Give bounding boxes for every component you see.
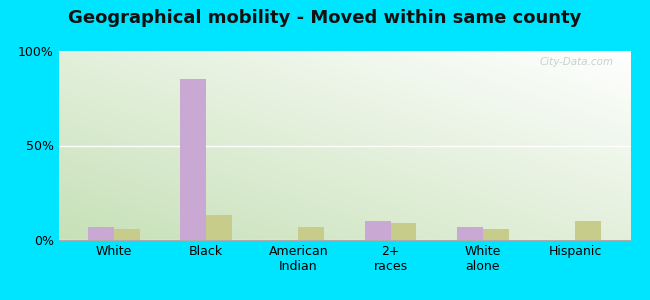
Bar bbox=[391, 223, 417, 240]
Bar bbox=[457, 227, 483, 240]
Bar bbox=[88, 227, 114, 240]
Bar bbox=[483, 229, 509, 240]
Bar bbox=[114, 229, 140, 240]
Bar bbox=[298, 227, 324, 240]
Text: Geographical mobility - Moved within same county: Geographical mobility - Moved within sam… bbox=[68, 9, 582, 27]
Bar bbox=[575, 221, 601, 240]
Bar bbox=[180, 79, 206, 240]
Bar bbox=[206, 215, 232, 240]
Bar bbox=[365, 221, 391, 240]
Text: City-Data.com: City-Data.com bbox=[540, 57, 614, 67]
